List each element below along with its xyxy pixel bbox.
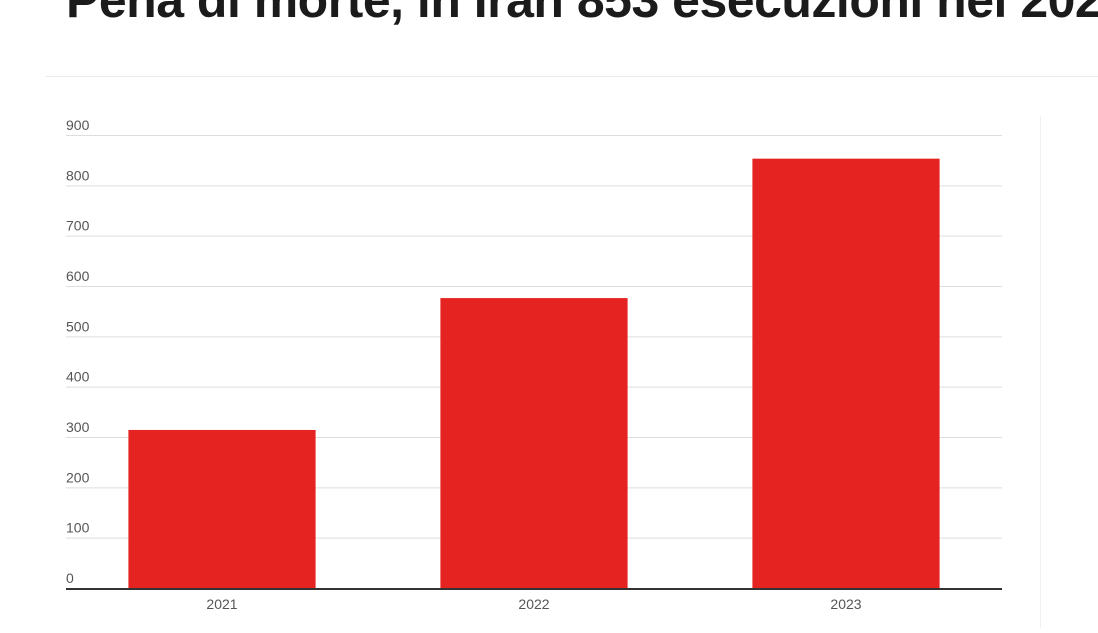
y-tick-label: 800: [66, 167, 90, 183]
x-tick-label: 2022: [518, 596, 549, 612]
x-tick-label: 2021: [206, 596, 237, 612]
bar-2023: [752, 158, 940, 588]
y-tick-label: 0: [66, 570, 74, 586]
y-tick-label: 700: [66, 218, 90, 234]
page-title: Pena di morte, in Iran 853 esecuzioni ne…: [66, 0, 1098, 28]
bar-2021: [128, 429, 316, 588]
y-tick-label: 200: [66, 469, 90, 485]
chart-container: 0 100 200 300 400 500 600 700 800 900 2021 2022 202…: [66, 117, 1002, 612]
y-tick-label: 600: [66, 268, 90, 284]
y-tick-label: 100: [66, 520, 90, 536]
bar-2022: [440, 298, 628, 588]
header-divider: [46, 76, 1098, 77]
y-tick-label: 300: [66, 419, 90, 435]
x-tick-label: 2023: [830, 596, 861, 612]
x-axis-ticks: 2021 2022 2023: [206, 596, 861, 612]
y-tick-label: 900: [66, 117, 90, 133]
y-tick-label: 400: [66, 369, 90, 385]
y-axis-ticks: 0 100 200 300 400 500 600 700 800 900: [66, 117, 90, 586]
y-tick-label: 500: [66, 318, 90, 334]
sidebar-divider: [1040, 116, 1041, 628]
bars: [128, 158, 940, 588]
